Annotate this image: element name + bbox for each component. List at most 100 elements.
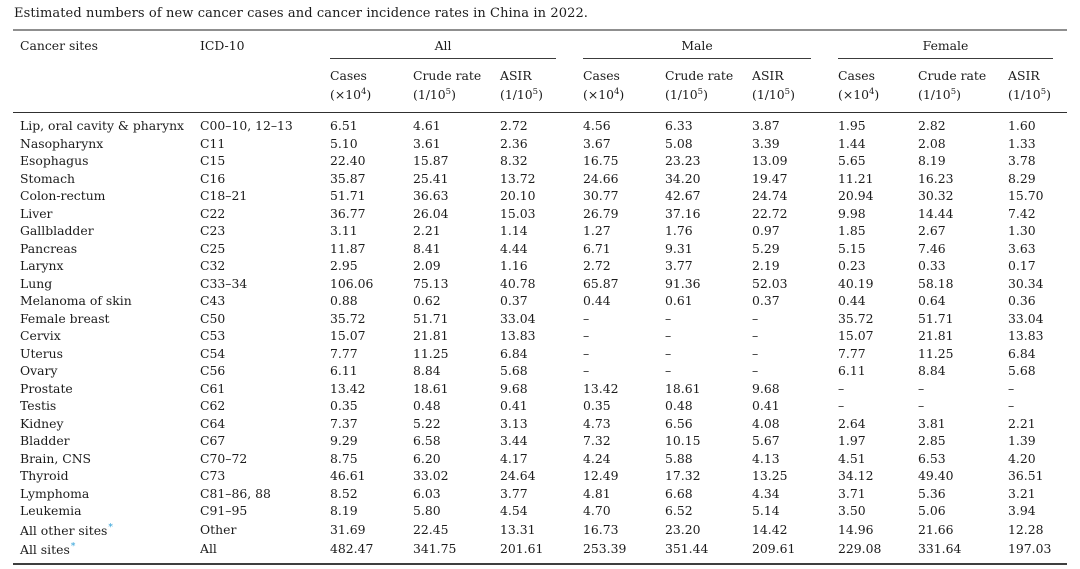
cancer-site-cell: Thyroid bbox=[20, 468, 69, 484]
value-cell: 36.63 bbox=[413, 188, 449, 204]
value-cell: 6.84 bbox=[1008, 345, 1036, 361]
value-cell: 6.71 bbox=[583, 240, 611, 256]
table-row: Brain, CNS C70–72 8.75 6.20 4.17 4.24 5.88 4.13… bbox=[13, 450, 1067, 468]
footnote-asterisk: * bbox=[108, 522, 113, 533]
cancer-site-cell: Liver bbox=[20, 205, 53, 221]
metric-name: Crude rate bbox=[413, 68, 482, 83]
value-cell: 24.66 bbox=[583, 170, 619, 186]
icd10-cell: C73 bbox=[200, 468, 226, 484]
value-cell: 9.31 bbox=[665, 240, 693, 256]
value-cell: 3.61 bbox=[413, 135, 441, 151]
table-row: Thyroid C73 46.61 33.02 24.64 12.49 17.32 13.25… bbox=[13, 467, 1067, 485]
value-cell: 3.63 bbox=[1008, 240, 1036, 256]
cancer-site-cell: Prostate bbox=[20, 380, 73, 396]
value-cell: 331.64 bbox=[918, 541, 962, 557]
value-cell: 11.21 bbox=[838, 170, 874, 186]
value-cell: 23.20 bbox=[665, 521, 701, 537]
icd10-cell: C15 bbox=[200, 153, 226, 169]
value-cell: 3.87 bbox=[752, 118, 780, 134]
value-cell: 2.85 bbox=[918, 433, 946, 449]
value-cell: 1.16 bbox=[500, 258, 528, 274]
value-cell: 8.52 bbox=[330, 485, 358, 501]
value-cell: 30.77 bbox=[583, 188, 619, 204]
value-cell: 13.83 bbox=[500, 328, 536, 344]
value-cell: 351.44 bbox=[665, 541, 709, 557]
value-cell: – bbox=[583, 328, 590, 344]
metric-unit: (×104) bbox=[583, 87, 625, 103]
table-row: Lip, oral cavity & pharynx C00–10, 12–13 6… bbox=[13, 113, 1067, 135]
icd10-cell: All bbox=[200, 541, 217, 557]
icd10-cell: C54 bbox=[200, 345, 226, 361]
value-cell: – bbox=[1008, 380, 1015, 396]
group-header-male: Male bbox=[583, 30, 838, 61]
icd10-cell: Other bbox=[200, 521, 237, 537]
icd10-cell: C61 bbox=[200, 380, 226, 396]
value-cell: 5.68 bbox=[1008, 363, 1036, 379]
value-cell: 5.08 bbox=[665, 135, 693, 151]
value-cell: 31.69 bbox=[330, 521, 366, 537]
value-cell: 5.22 bbox=[413, 415, 441, 431]
cancer-site-cell: All sites* bbox=[20, 542, 76, 558]
value-cell: 3.94 bbox=[1008, 503, 1036, 519]
value-cell: 3.50 bbox=[838, 503, 866, 519]
value-cell: 3.11 bbox=[330, 223, 358, 239]
value-cell: – bbox=[838, 398, 845, 414]
value-cell: 4.73 bbox=[583, 415, 611, 431]
metric-name: Cases bbox=[583, 68, 620, 83]
value-cell: 34.12 bbox=[838, 468, 874, 484]
value-cell: 1.14 bbox=[500, 223, 528, 239]
value-cell: 26.79 bbox=[583, 205, 619, 221]
table-row: Colon-rectum C18–21 51.71 36.63 20.10 30.77 42… bbox=[13, 187, 1067, 205]
value-cell: 482.47 bbox=[330, 541, 374, 557]
value-cell: – bbox=[665, 310, 672, 326]
metric-unit: (×104) bbox=[330, 87, 372, 103]
value-cell: 0.41 bbox=[752, 398, 780, 414]
value-cell: 2.72 bbox=[583, 258, 611, 274]
value-cell: 13.83 bbox=[1008, 328, 1044, 344]
value-cell: 2.21 bbox=[413, 223, 441, 239]
value-cell: 33.04 bbox=[500, 310, 536, 326]
cancer-site-cell: Leukemia bbox=[20, 503, 82, 519]
table-row: Lung C33–34 106.06 75.13 40.78 65.87 91.36 52.0… bbox=[13, 275, 1067, 293]
value-cell: 25.41 bbox=[413, 170, 449, 186]
cancer-site-cell: Esophagus bbox=[20, 153, 89, 169]
value-cell: 42.67 bbox=[665, 188, 701, 204]
value-cell: – bbox=[665, 345, 672, 361]
group-header-row: Cancer sites ICD-10 All Male Female bbox=[13, 30, 1067, 61]
metric-name: Cases bbox=[330, 68, 367, 83]
col-header-male-cases: Cases (×104) bbox=[583, 61, 665, 113]
table-row: Kidney C64 7.37 5.22 3.13 4.73 6.56 4.08 2.64 3.8… bbox=[13, 415, 1067, 433]
cancer-site-cell: Kidney bbox=[20, 415, 64, 431]
value-cell: 0.37 bbox=[752, 293, 780, 309]
value-cell: 6.11 bbox=[330, 363, 358, 379]
cancer-site-cell: Bladder bbox=[20, 433, 70, 449]
cancer-site-cell: Brain, CNS bbox=[20, 450, 92, 466]
value-cell: 15.07 bbox=[838, 328, 874, 344]
value-cell: 21.66 bbox=[918, 521, 954, 537]
value-cell: 9.68 bbox=[752, 380, 780, 396]
group-label-female: Female bbox=[922, 38, 969, 53]
value-cell: 4.61 bbox=[413, 118, 441, 134]
value-cell: 12.49 bbox=[583, 468, 619, 484]
value-cell: 8.32 bbox=[500, 153, 528, 169]
value-cell: 341.75 bbox=[413, 541, 457, 557]
value-cell: 0.33 bbox=[918, 258, 946, 274]
col-header-male-asir: ASIR (1/105) bbox=[752, 61, 838, 113]
metric-unit: (1/105) bbox=[665, 87, 708, 103]
value-cell: 2.95 bbox=[330, 258, 358, 274]
col-header-icd10: ICD-10 bbox=[200, 38, 245, 53]
metric-unit: (1/105) bbox=[1008, 87, 1051, 103]
value-cell: 6.56 bbox=[665, 415, 693, 431]
value-cell: 23.23 bbox=[665, 153, 701, 169]
value-cell: 6.03 bbox=[413, 485, 441, 501]
value-cell: 209.61 bbox=[752, 541, 796, 557]
metric-header-row: Cases (×104) Crude rate (1/105) ASIR (1/105) C… bbox=[13, 61, 1068, 113]
table-row: Stomach C16 35.87 25.41 13.72 24.66 34.20 19.47… bbox=[13, 170, 1067, 188]
icd10-cell: C67 bbox=[200, 433, 226, 449]
value-cell: 3.39 bbox=[752, 135, 780, 151]
value-cell: 4.24 bbox=[583, 450, 611, 466]
table-row: Cervix C53 15.07 21.81 13.83 – – – 15.07 21.81 13.… bbox=[13, 327, 1067, 345]
value-cell: 6.58 bbox=[413, 433, 441, 449]
value-cell: 51.71 bbox=[918, 310, 954, 326]
metric-name: Cases bbox=[838, 68, 875, 83]
